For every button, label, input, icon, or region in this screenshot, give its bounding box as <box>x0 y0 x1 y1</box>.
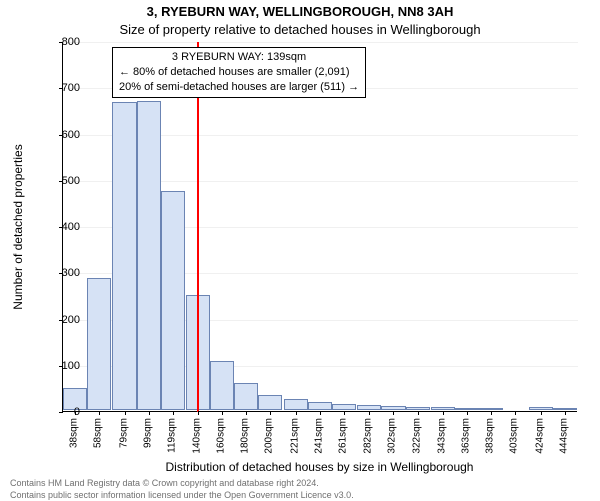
xtick-mark <box>246 411 247 415</box>
ytick-label: 500 <box>50 175 80 187</box>
xtick-mark <box>369 411 370 415</box>
xtick-mark <box>296 411 297 415</box>
ytick-label: 600 <box>50 129 80 141</box>
credits-line-1: Contains HM Land Registry data © Crown c… <box>10 478 354 490</box>
histogram-bar <box>258 395 282 410</box>
histogram-bar <box>210 361 234 410</box>
xtick-label: 79sqm <box>118 418 129 448</box>
page-title-address: 3, RYEBURN WAY, WELLINGBOROUGH, NN8 3AH <box>0 4 600 19</box>
histogram-bar <box>284 399 308 410</box>
histogram-bar <box>479 408 503 410</box>
xtick-mark <box>443 411 444 415</box>
ytick-label: 400 <box>50 221 80 233</box>
xtick-label: 282sqm <box>363 418 374 454</box>
credits-block: Contains HM Land Registry data © Crown c… <box>10 478 354 501</box>
credits-line-2: Contains public sector information licen… <box>10 490 354 501</box>
histogram-bar <box>381 406 405 410</box>
xtick-label: 160sqm <box>216 418 227 454</box>
xtick-mark <box>198 411 199 415</box>
histogram-bar <box>332 404 356 410</box>
xtick-label: 444sqm <box>558 418 569 454</box>
histogram-bar <box>529 407 553 410</box>
histogram-bar <box>357 405 381 410</box>
xtick-mark <box>222 411 223 415</box>
ytick-label: 300 <box>50 267 80 279</box>
histogram-bar <box>234 383 258 410</box>
xtick-label: 99sqm <box>142 418 153 448</box>
ytick-label: 100 <box>50 360 80 372</box>
xtick-mark <box>467 411 468 415</box>
histogram-bar <box>137 101 161 410</box>
histogram-bar <box>455 408 479 410</box>
xtick-label: 140sqm <box>192 418 203 454</box>
histogram-bar <box>553 408 577 410</box>
ytick-label: 0 <box>50 406 80 418</box>
x-axis-label: Distribution of detached houses by size … <box>62 460 577 474</box>
xtick-label: 343sqm <box>436 418 447 454</box>
xtick-label: 383sqm <box>485 418 496 454</box>
histogram-bar <box>308 402 332 410</box>
xtick-mark <box>270 411 271 415</box>
xtick-mark <box>491 411 492 415</box>
xtick-mark <box>173 411 174 415</box>
annotation-line-larger: 20% of semi-detached houses are larger (… <box>119 80 359 95</box>
xtick-mark <box>344 411 345 415</box>
xtick-mark <box>320 411 321 415</box>
y-axis-label: Number of detached properties <box>11 117 25 337</box>
xtick-label: 241sqm <box>313 418 324 454</box>
xtick-label: 363sqm <box>461 418 472 454</box>
xtick-label: 302sqm <box>387 418 398 454</box>
marker-annotation: 3 RYEBURN WAY: 139sqm ← 80% of detached … <box>112 47 366 98</box>
xtick-mark <box>565 411 566 415</box>
xtick-label: 221sqm <box>289 418 300 454</box>
histogram-bar <box>406 407 430 410</box>
ytick-label: 200 <box>50 314 80 326</box>
ytick-label: 700 <box>50 82 80 94</box>
histogram-bar <box>112 102 136 410</box>
xtick-label: 180sqm <box>240 418 251 454</box>
histogram-bar <box>431 407 455 410</box>
xtick-label: 424sqm <box>534 418 545 454</box>
page-subtitle: Size of property relative to detached ho… <box>0 22 600 37</box>
xtick-label: 403sqm <box>509 418 520 454</box>
annotation-line-title: 3 RYEBURN WAY: 139sqm <box>119 50 359 65</box>
xtick-mark <box>515 411 516 415</box>
xtick-mark <box>541 411 542 415</box>
xtick-label: 58sqm <box>93 418 104 448</box>
xtick-mark <box>418 411 419 415</box>
xtick-label: 322sqm <box>411 418 422 454</box>
xtick-mark <box>99 411 100 415</box>
xtick-label: 38sqm <box>69 418 80 448</box>
gridline-h <box>63 42 578 43</box>
histogram-bar <box>161 191 185 410</box>
xtick-label: 261sqm <box>338 418 349 454</box>
histogram-bar <box>87 278 111 410</box>
xtick-label: 119sqm <box>166 418 177 453</box>
xtick-mark <box>393 411 394 415</box>
ytick-label: 800 <box>50 36 80 48</box>
xtick-mark <box>149 411 150 415</box>
xtick-mark <box>125 411 126 415</box>
annotation-line-smaller: ← 80% of detached houses are smaller (2,… <box>119 65 359 80</box>
xtick-label: 200sqm <box>264 418 275 454</box>
